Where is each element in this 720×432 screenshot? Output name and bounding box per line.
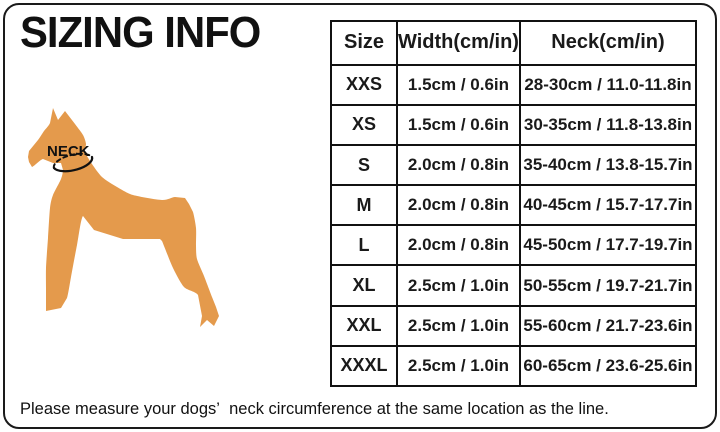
svg-text:NECK: NECK (47, 143, 90, 160)
